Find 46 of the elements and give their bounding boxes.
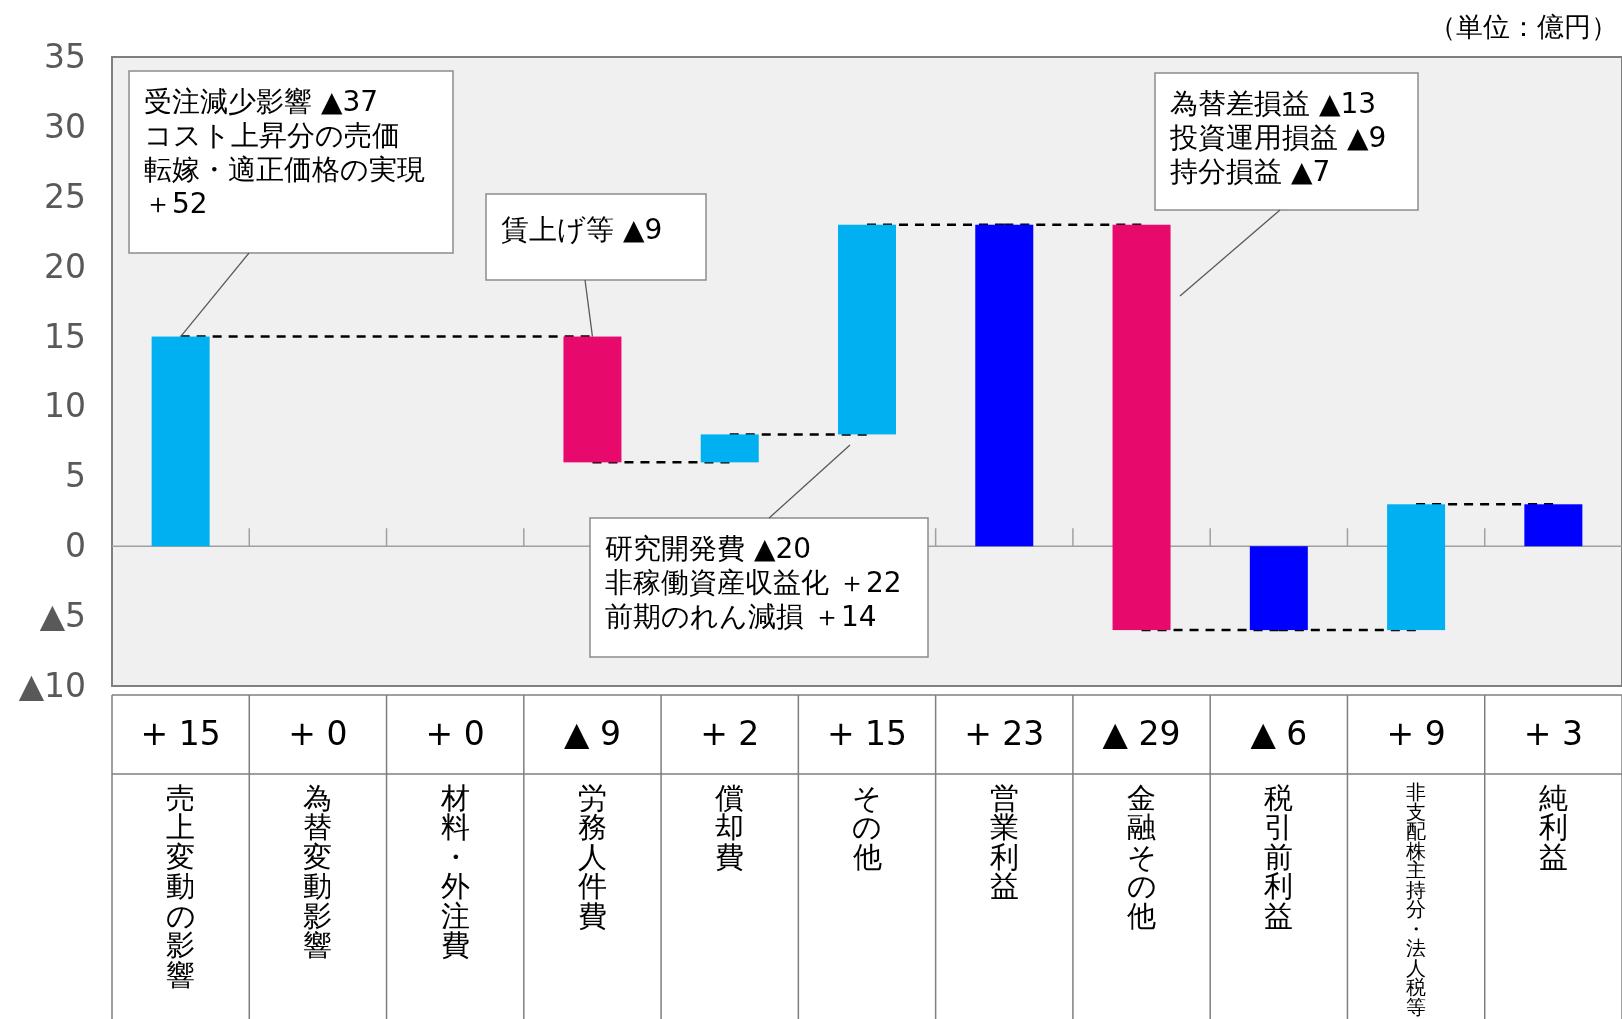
y-tick-label: 20 — [44, 246, 86, 286]
data-label: + 15 — [140, 714, 221, 753]
y-tick-label: 25 — [44, 176, 86, 216]
annotation: 受注減少影響 ▲37 コスト上昇分の売価転嫁・適正価格の実現＋52 — [144, 85, 425, 220]
bar — [1387, 504, 1446, 631]
y-tick-label: ▲10 — [18, 666, 86, 705]
data-label: + 23 — [964, 714, 1045, 753]
y-tick-label: 30 — [44, 106, 86, 146]
y-tick-label: 0 — [65, 526, 86, 566]
data-label: + 0 — [288, 714, 348, 753]
bar — [1112, 224, 1171, 631]
text: （単位：億円） — [1429, 11, 1618, 42]
annotation: 為替差損益 ▲13 投資運用損益 ▲9 持分損益 ▲7 — [1169, 87, 1387, 188]
data-label: + 15 — [826, 714, 908, 753]
bar — [700, 434, 759, 463]
bar — [838, 224, 896, 435]
bar — [975, 224, 1034, 547]
x-tick-label: 材料・外注費 — [439, 780, 470, 963]
data-label: ▲ 6 — [1250, 714, 1308, 753]
category-label: 非支配株主持分・法人税等 — [1406, 781, 1427, 1019]
data-label: + 2 — [700, 714, 760, 753]
y-tick-label: 15 — [44, 316, 86, 356]
x-tick-label: 為替変動影響 — [303, 780, 333, 963]
x-tick-label: 営業利益 — [989, 780, 1019, 904]
y-tick-label: 35 — [44, 37, 86, 76]
bar — [151, 336, 210, 547]
y-tick-label: 10 — [44, 386, 86, 426]
x-tick-label: 労務人件費 — [577, 780, 607, 933]
x-tick-label: 税引前利益 — [1264, 780, 1294, 933]
data-label: ▲ 9 — [564, 714, 621, 753]
x-tick-label: 償却費 — [715, 780, 745, 874]
bar — [563, 336, 622, 463]
data-label: + 0 — [425, 714, 485, 753]
x-tick-label: 売上変動の影響 — [165, 780, 196, 992]
x-tick-label: 純利益 — [1538, 780, 1568, 874]
y-tick-label: 5 — [65, 456, 86, 496]
data-label: + 3 — [1523, 714, 1583, 753]
x-tick-label: 金融その他 — [1126, 780, 1157, 933]
data-label: ▲ 29 — [1102, 714, 1181, 753]
bar — [1524, 504, 1583, 547]
annotation: 賃上げ等 ▲9 — [501, 213, 663, 246]
bar — [1249, 546, 1308, 631]
y-tick-label: ▲5 — [39, 596, 86, 636]
annotation: 研究開発費 ▲20 非稼働資産収益化 ＋22 前期のれん減損 ＋14 — [605, 532, 902, 633]
data-label: + 9 — [1386, 714, 1446, 753]
x-tick-label: その他 — [852, 780, 882, 874]
